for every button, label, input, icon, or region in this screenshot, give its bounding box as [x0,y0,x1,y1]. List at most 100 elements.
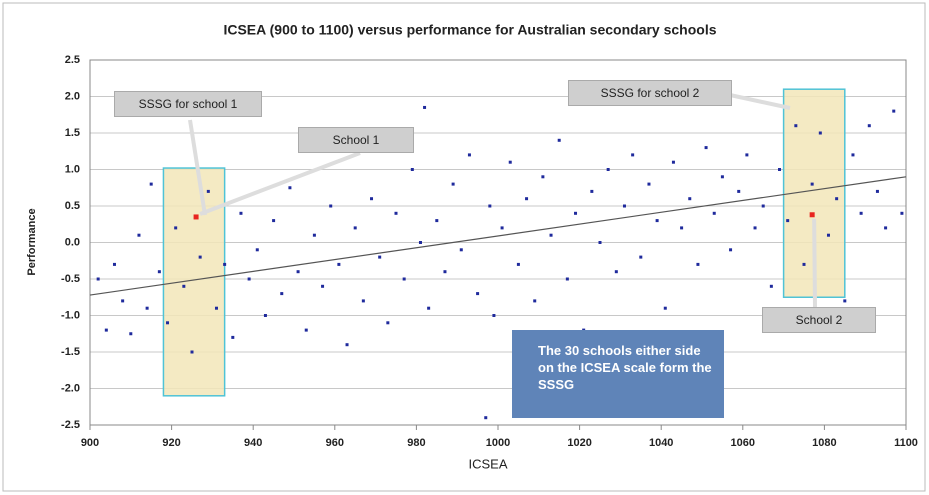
point [484,416,488,420]
y-tick-label: 0.0 [65,236,80,248]
annotation: School 2 [762,307,876,333]
y-tick-label: 2.5 [65,54,80,66]
x-tick-label: 1040 [649,437,673,449]
point [435,219,439,223]
point [239,211,243,215]
point [500,226,504,230]
point [370,197,374,201]
point [631,153,635,157]
x-tick-label: 1100 [894,437,918,449]
annotation: SSSG for school 1 [114,91,262,117]
point [875,189,879,193]
point [769,284,773,288]
point [598,241,602,244]
point [451,182,455,186]
point [321,284,325,288]
point [353,226,357,230]
y-tick-label: 2.0 [65,90,80,102]
point [166,321,170,325]
point [386,321,390,325]
y-tick-label: -1.5 [61,346,80,358]
point [549,233,553,237]
point [206,189,210,193]
y-tick-label: 1.0 [65,163,80,175]
point [704,146,708,150]
x-tick-label: 1020 [567,437,591,449]
point [112,262,116,266]
point [129,332,133,336]
point [247,277,251,281]
point [859,211,863,215]
point [296,270,300,274]
connector [729,93,791,110]
point [622,204,626,208]
point [288,186,292,190]
point [394,211,398,215]
connector [188,119,207,216]
point [655,219,659,223]
x-tick-label: 1060 [731,437,755,449]
point [361,299,365,303]
point [280,292,284,296]
point [720,175,724,179]
point [606,168,610,171]
point [835,197,839,201]
x-tick-label: 980 [407,437,425,449]
y-tick-label: 1.5 [65,127,80,139]
point [729,248,733,252]
point [671,160,675,164]
point [467,153,471,157]
point [712,211,716,215]
point [378,255,382,259]
point [884,226,888,230]
point [818,131,822,135]
point [223,262,227,266]
point [492,314,496,317]
x-tick-label: 940 [244,437,262,449]
point [443,270,447,274]
point [541,175,545,179]
point [508,160,512,164]
chart-title: ICSEA (900 to 1100) versus performance f… [223,22,716,38]
callout: The 30 schools either side on the ICSEA … [512,330,724,418]
point [214,306,218,310]
trend-line [89,176,907,296]
point [786,219,790,223]
point [459,248,463,252]
point [488,204,492,208]
point [304,328,308,332]
y-tick-label: -0.5 [61,273,80,285]
point [778,168,782,171]
point [337,262,341,266]
point [574,211,578,215]
point [688,197,692,201]
point [794,124,798,128]
connector [812,218,817,309]
y-axis-label: Performance [26,208,38,275]
point [802,262,806,266]
point [329,204,333,208]
point [423,105,427,109]
point [745,153,749,157]
point [121,299,125,303]
point [826,233,830,237]
sssg-region [162,167,226,397]
x-tick-label: 900 [81,437,99,449]
point [410,168,414,171]
point [810,182,814,186]
point [149,182,153,186]
point [137,233,141,237]
x-tick-label: 920 [162,437,180,449]
y-tick-label: -2.0 [61,382,80,394]
connector [199,151,361,216]
point [263,314,267,317]
highlight-point [193,214,199,220]
point [476,292,480,296]
point [565,277,569,281]
point [680,226,684,230]
point [427,306,431,310]
point [533,299,537,303]
